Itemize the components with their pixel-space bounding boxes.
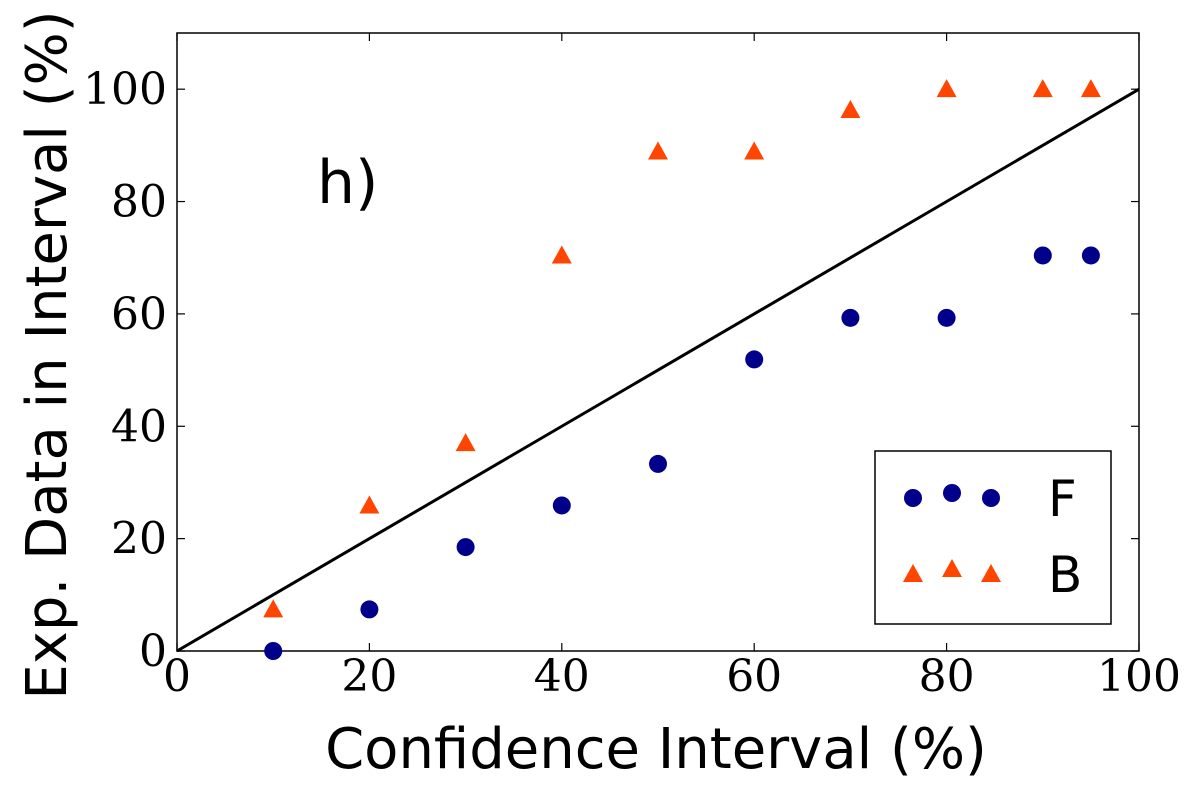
legend-label-F: F [1048, 470, 1077, 528]
data-point-B [744, 141, 765, 160]
data-point-F [1033, 246, 1052, 265]
data-point-F [552, 496, 571, 515]
x-tick-label: 100 [1097, 651, 1181, 702]
x-tick-label: 0 [163, 651, 191, 702]
legend-marker-B [981, 564, 1001, 582]
x-tick-label: 80 [919, 651, 975, 702]
legend-marker-B [942, 559, 962, 577]
reference-line [176, 87, 1140, 653]
data-point-B [1080, 79, 1101, 98]
x-tick-label: 20 [341, 651, 397, 702]
data-point-F [841, 308, 860, 327]
legend-marker-F [943, 484, 961, 502]
data-point-B [648, 141, 668, 160]
panel-annotation: h) [317, 148, 378, 218]
data-point-F [264, 642, 283, 660]
y-axis-label: Exp. Data in Interval (%) [15, 10, 80, 699]
y-tick-label: 20 [111, 514, 167, 565]
data-point-F [937, 308, 956, 327]
y-tick-label: 60 [111, 289, 167, 340]
x-tick-label: 40 [534, 651, 590, 702]
data-point-B [840, 99, 861, 118]
data-point-F [1081, 246, 1100, 265]
y-tick-label: 40 [111, 401, 167, 452]
legend-box [874, 450, 1112, 625]
axis-ticks: 0 20 40 60 80 100 0 20 40 60 80 100 [83, 33, 1181, 702]
y-tick-label: 80 [111, 177, 167, 228]
data-point-B [263, 599, 284, 618]
data-point-F [360, 600, 379, 619]
legend-label-B: B [1048, 546, 1082, 604]
data-point-F [745, 350, 764, 369]
x-tick-label: 60 [726, 651, 782, 702]
data-point-B [359, 495, 380, 514]
legend-marker-B [903, 564, 923, 582]
data-point-B [455, 433, 476, 452]
data-point-F [649, 454, 667, 473]
data-point-B [1032, 79, 1053, 98]
data-point-B [936, 79, 957, 98]
data-point-F [456, 538, 475, 557]
y-tick-label: 100 [83, 64, 167, 115]
x-axis-label: Confidence Interval (%) [325, 717, 987, 782]
legend: FB [874, 450, 1112, 625]
legend-marker-F [904, 489, 922, 507]
legend-marker-F [982, 489, 1000, 507]
data-point-B [551, 245, 572, 264]
y-tick-label: 0 [139, 626, 167, 677]
series-layer [176, 79, 1140, 660]
